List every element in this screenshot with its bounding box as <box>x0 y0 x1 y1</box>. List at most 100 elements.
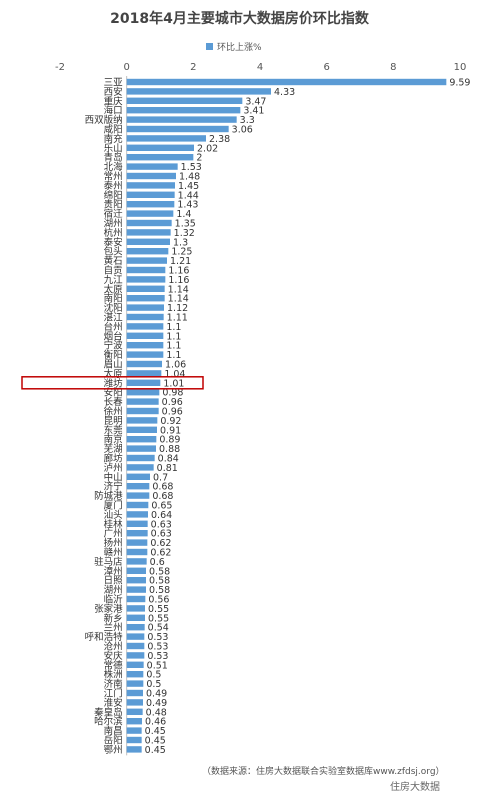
bar <box>126 680 144 687</box>
data-label: 0.53 <box>147 632 168 643</box>
category-label: 常德 <box>104 659 124 671</box>
bar <box>126 539 148 546</box>
source-note: （数据来源：住房大数据联合实验室数据库www.zfdsj.org） <box>202 767 445 777</box>
bar <box>126 464 154 471</box>
data-label: 0.46 <box>145 717 166 728</box>
data-label: 0.51 <box>147 660 168 671</box>
bar <box>126 492 150 499</box>
category-label: 赣州 <box>104 547 123 559</box>
x-tick-label: 0 <box>123 62 129 73</box>
category-label: 鄂州 <box>104 745 123 756</box>
category-label: 驻马店 <box>94 556 123 568</box>
legend: 环比上涨% <box>206 40 262 53</box>
category-label: 新乡 <box>104 612 123 624</box>
bar <box>126 116 237 123</box>
category-label: 江门 <box>104 688 123 700</box>
category-label: 西安 <box>104 86 123 98</box>
watermark: 住房大数据 <box>390 782 440 793</box>
bar <box>126 436 157 443</box>
data-label: 0.54 <box>148 623 169 634</box>
category-label: 南充 <box>104 133 124 145</box>
category-label: 乐山 <box>104 142 123 154</box>
category-label: 昆明 <box>104 416 123 427</box>
bar <box>126 558 147 565</box>
category-label: 呼和浩特 <box>85 631 124 643</box>
data-label: 3.41 <box>243 106 264 117</box>
data-label: 1.53 <box>181 162 202 173</box>
data-label: 1.16 <box>168 266 189 277</box>
data-label: 3.47 <box>245 96 266 107</box>
bar <box>126 614 145 621</box>
category-label: 烟台 <box>104 330 123 342</box>
bar <box>126 276 166 283</box>
category-label: 常州 <box>104 171 123 183</box>
category-label: 眉山 <box>104 360 123 371</box>
category-label: 哈尔滨 <box>94 716 123 728</box>
bar <box>126 586 146 593</box>
category-label: 廊坊 <box>104 453 124 465</box>
category-label: 济宁 <box>104 481 123 493</box>
data-label: 0.45 <box>145 745 166 756</box>
bar <box>126 736 142 744</box>
bar <box>126 642 145 650</box>
bar <box>126 304 164 311</box>
category-label: 株洲 <box>104 669 123 681</box>
data-label: 1.21 <box>170 256 191 267</box>
bar <box>126 746 142 753</box>
data-label: 3.06 <box>232 125 253 136</box>
x-tick-label: 4 <box>257 62 263 73</box>
bar <box>126 718 142 725</box>
bar <box>126 605 145 612</box>
category-label: 泰安 <box>104 236 123 248</box>
data-label: 0.88 <box>159 444 180 455</box>
category-label: 中山 <box>104 471 123 483</box>
bar <box>126 88 272 95</box>
data-label: 0.49 <box>146 698 167 709</box>
data-label: 0.58 <box>149 576 170 587</box>
data-label: 0.65 <box>151 501 172 512</box>
category-label: 南阳 <box>104 293 123 305</box>
bar <box>126 473 150 480</box>
data-label: 4.33 <box>274 87 295 98</box>
data-label: 2 <box>196 153 202 164</box>
data-label: 0.53 <box>147 651 168 662</box>
bar <box>126 219 172 227</box>
data-label: 0.56 <box>148 595 169 606</box>
data-label: 1.43 <box>177 200 198 211</box>
bar <box>126 624 145 631</box>
data-label: 0.5 <box>146 670 161 681</box>
bar <box>126 172 176 180</box>
data-label: 0.53 <box>147 642 168 653</box>
category-label: 秦皇岛 <box>94 706 123 718</box>
data-label: 0.92 <box>160 416 181 427</box>
category-label: 徐州 <box>104 406 123 418</box>
bar <box>126 454 155 462</box>
category-label: 兰州 <box>104 622 123 634</box>
category-label: 衡阳 <box>104 349 123 361</box>
data-label: 1.44 <box>178 190 199 201</box>
bar <box>126 295 165 302</box>
category-label: 台州 <box>104 321 123 333</box>
bar <box>126 661 144 668</box>
data-label: 1.1 <box>166 341 181 352</box>
category-label: 淮安 <box>104 697 123 709</box>
bar <box>126 445 156 452</box>
data-label: 1.1 <box>166 350 181 361</box>
category-label: 长春 <box>104 396 124 408</box>
category-label: 泸州 <box>104 463 123 474</box>
x-tick-label: 8 <box>390 62 396 73</box>
category-label: 太原 <box>104 283 123 295</box>
category-label: 自贡 <box>104 265 123 277</box>
bar <box>126 144 194 151</box>
data-label: 9.59 <box>449 78 470 89</box>
bar <box>126 727 142 734</box>
data-label: 0.62 <box>150 538 171 549</box>
bar <box>126 567 146 574</box>
bar <box>126 671 144 678</box>
bar <box>126 407 159 415</box>
category-label: 汕头 <box>104 509 123 521</box>
bar <box>126 125 229 133</box>
data-label: 0.64 <box>151 510 172 521</box>
data-label: 1.16 <box>168 275 189 286</box>
bar <box>126 360 162 368</box>
